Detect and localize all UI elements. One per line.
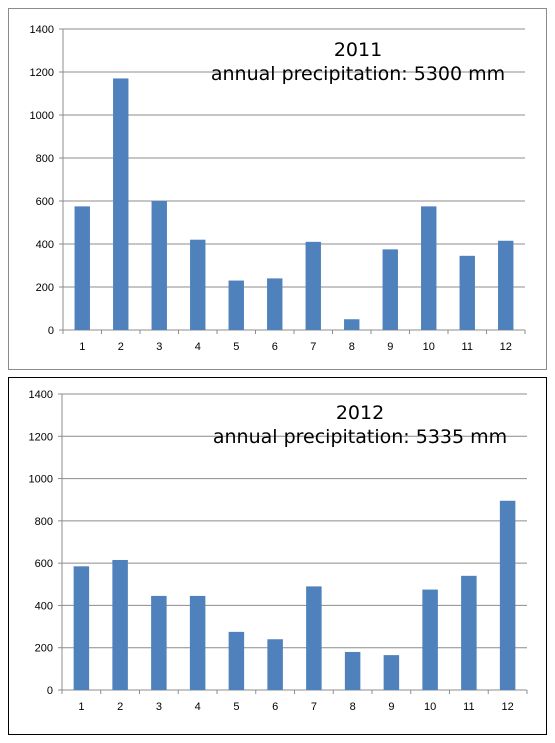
y-tick-label: 600 (35, 558, 53, 570)
x-tick-label: 3 (156, 701, 162, 713)
bar (73, 566, 90, 690)
y-tick-label: 200 (36, 282, 54, 294)
x-tick-label: 2 (117, 701, 123, 713)
bar (498, 240, 514, 330)
bar (305, 241, 321, 330)
x-tick-label: 5 (233, 341, 239, 353)
bar (151, 595, 167, 690)
bar (306, 586, 322, 690)
bar (113, 78, 129, 330)
y-tick-label: 0 (48, 325, 54, 337)
y-tick-label: 400 (36, 239, 54, 251)
x-tick-label: 9 (387, 341, 393, 353)
bar (499, 500, 516, 690)
y-tick-label: 200 (35, 643, 53, 655)
chart-subtitle: annual precipitation: 5335 mm (212, 425, 508, 448)
x-tick-label: 4 (195, 341, 201, 353)
bar (267, 639, 283, 690)
chart-title-block: 2012 annual precipitation: 5335 mm (187, 402, 533, 450)
x-tick-label: 2 (118, 341, 124, 353)
bar (421, 206, 437, 330)
bar (459, 255, 475, 330)
chart-title-block: 2011 annual precipitation: 5300 mm (185, 39, 531, 87)
x-tick-label: 4 (195, 701, 201, 713)
x-tick-label: 5 (233, 701, 239, 713)
y-tick-label: 1200 (30, 67, 54, 79)
x-tick-label: 7 (310, 341, 316, 353)
y-tick-label: 1000 (30, 110, 54, 122)
x-tick-label: 11 (462, 341, 473, 353)
x-tick-label: 9 (388, 701, 394, 713)
x-tick-label: 1 (78, 701, 84, 713)
bar (267, 278, 283, 330)
x-tick-label: 12 (502, 701, 514, 713)
x-tick-label: 11 (463, 701, 474, 713)
chart-title: 2012 (335, 402, 385, 424)
bar (461, 575, 477, 690)
y-tick-label: 600 (36, 196, 54, 208)
x-tick-label: 8 (350, 701, 356, 713)
x-tick-label: 7 (311, 701, 317, 713)
y-tick-label: 0 (47, 685, 53, 697)
bar (422, 589, 438, 690)
y-tick-label: 1000 (29, 474, 53, 486)
bar (112, 559, 128, 690)
y-tick-label: 1400 (30, 24, 54, 36)
bar (344, 319, 360, 330)
y-tick-label: 800 (35, 516, 53, 528)
x-tick-label: 6 (272, 341, 278, 353)
y-tick-label: 1400 (29, 389, 53, 401)
y-tick-label: 1200 (29, 431, 53, 443)
bar (228, 631, 245, 690)
bar (383, 655, 400, 690)
bar (189, 595, 206, 690)
x-tick-label: 6 (272, 701, 278, 713)
x-tick-label: 10 (423, 341, 435, 353)
x-tick-label: 12 (500, 341, 512, 353)
bar (74, 206, 90, 330)
chart-panel-2011: 0 200 400 600 800 1000 1200 1400 1 2 3 4 5 6 7 8 9 10 11 12… (8, 8, 547, 370)
bar (344, 651, 361, 690)
bar (151, 201, 167, 330)
chart-panel-2012: 0 200 400 600 800 1000 1200 1400 1 2 3 4 5 6 7 8 9 10 11 12… (8, 377, 547, 735)
chart-subtitle: annual precipitation: 5300 mm (210, 62, 506, 85)
y-tick-label: 400 (35, 600, 53, 612)
x-tick-label: 8 (349, 341, 355, 353)
x-tick-label: 1 (79, 341, 85, 353)
y-tick-label: 800 (36, 153, 54, 165)
bar (190, 239, 206, 330)
x-tick-label: 3 (156, 341, 162, 353)
bar (382, 249, 398, 330)
x-tick-label: 10 (424, 701, 436, 713)
chart-title: 2011 (333, 39, 383, 61)
bar (228, 280, 244, 330)
